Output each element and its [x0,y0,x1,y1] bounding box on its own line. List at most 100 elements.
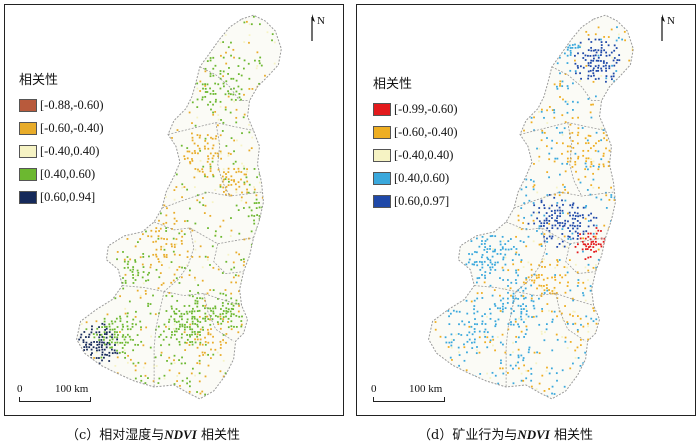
map-pixel [507,297,509,300]
map-pixel [186,188,189,191]
map-pixel [592,80,595,83]
map-pixel [569,123,572,126]
map-pixel [515,271,518,274]
map-pixel [103,336,105,339]
map-pixel [253,191,256,194]
map-pixel [551,204,553,207]
map-pixel [160,245,163,248]
map-pixel [196,346,199,349]
scale-bar: 0 100 km [17,383,107,405]
map-pixel [196,116,199,119]
map-pixel [222,70,225,73]
map-pixel [548,388,551,390]
map-pixel [209,167,212,170]
map-pixel [199,80,202,83]
map-pixel [199,392,202,395]
map-pixel [548,207,551,210]
map-pixel [594,230,597,233]
map-pixel [222,339,225,341]
legend-label: [-0.40,0.40) [394,148,454,162]
map-pixel [194,299,197,302]
legend-swatch [19,99,37,112]
map-pixel [499,248,502,251]
map-pixel [471,263,474,266]
map-pixel [507,240,510,243]
map-pixel [183,158,186,160]
map-pixel [207,256,209,259]
map-pixel [545,328,548,331]
map-pixel [204,307,206,310]
map-pixel [597,165,600,168]
map-pixel [227,46,230,49]
map-pixel [582,292,584,294]
map-pixel [535,315,538,318]
map-pixel [502,279,505,281]
map-pixel [119,341,122,344]
district-boundary [163,227,195,292]
map-pixel [478,277,481,279]
map-pixel [242,264,245,267]
map-pixel [126,320,129,323]
map-pixel [523,202,526,205]
district-boundary [153,221,254,245]
map-pixel [201,297,204,300]
map-pixel [230,268,233,271]
map-pixel [230,307,233,310]
map-pixel [230,229,233,232]
map-pixel [579,80,582,82]
map-pixel [217,315,219,318]
map-pixel [232,77,235,80]
map-pixel [134,260,137,263]
map-pixel [191,256,194,258]
map-pixel [212,335,214,338]
map-pixel [199,134,202,137]
map-pixel [198,201,201,204]
map-pixel [541,260,544,263]
map-pixel [554,219,557,222]
map-pixel [225,51,227,54]
map-pixel [527,222,530,225]
map-pixel [474,338,476,341]
map-pixel [217,268,220,271]
map-pixel [149,346,152,349]
map-pixel [587,34,590,36]
map-pixel [103,331,106,334]
map-pixel [525,369,528,372]
map-pixel [175,220,178,222]
map-pixel [139,256,142,259]
map-pixel [449,312,452,315]
map-pixel [134,377,137,380]
map-pixel [233,179,235,181]
map-pixel [572,323,575,326]
map-pixel [184,341,187,344]
map-pixel [564,121,567,124]
map-pixel [194,338,196,341]
map-pixel [556,215,559,217]
map-pixel [198,359,201,362]
map-pixel [587,49,590,52]
map-pixel [580,77,582,80]
map-pixel [191,101,194,104]
map-pixel [597,49,600,52]
map-pixel [108,342,111,344]
map-pixel [222,334,225,336]
map-pixel [227,310,229,313]
map-pixel [494,305,497,307]
map-pixel [520,315,522,318]
map-pixel [566,322,569,325]
map-pixel [199,341,202,344]
map-pixel [501,246,504,249]
map-pixel [197,320,199,323]
map-pixel [136,334,139,336]
map-pixel [590,287,593,290]
map-pixel [571,232,574,235]
map-pixel [566,162,568,165]
map-pixel [492,338,495,341]
map-pixel [489,308,491,311]
map-pixel [137,271,140,274]
map-pixel [135,323,137,326]
map-pixel [548,289,550,291]
map-pixel [489,266,492,269]
map-pixel [566,347,569,349]
map-pixel [96,327,99,330]
